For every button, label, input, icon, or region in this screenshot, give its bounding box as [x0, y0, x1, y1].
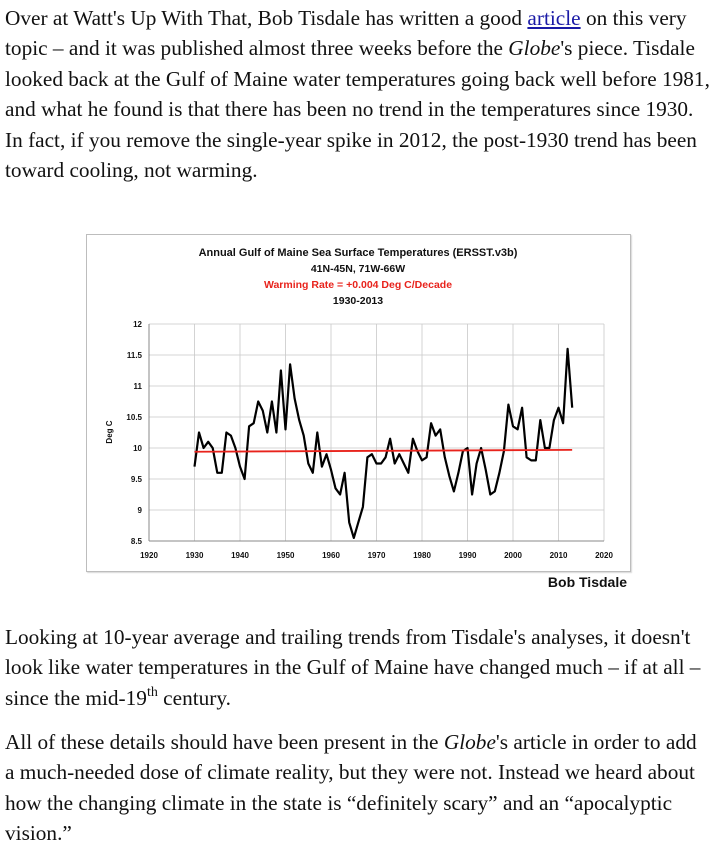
x-tick-label: 1920 [140, 551, 158, 560]
y-tick-label: 11 [134, 382, 143, 391]
conclusion-text-2: 's article in order to add a much-needed… [5, 730, 697, 846]
trend-line [194, 448, 573, 453]
x-tick-label: 1940 [231, 551, 249, 560]
intro-text-2: on this very topic – and it was publishe… [5, 6, 687, 61]
figure-credit: Bob Tisdale [547, 574, 627, 590]
article-link[interactable]: article [527, 6, 581, 30]
chart-title: Annual Gulf of Maine Sea Surface Tempera… [199, 247, 518, 259]
y-tick-label: 10.5 [126, 413, 142, 422]
y-tick-label: 9.5 [131, 475, 143, 484]
x-tick-labels: 1920 1930 1940 1950 1960 1970 1980 1990 2000 2010… [140, 551, 613, 560]
globe-italic: Globe [508, 36, 561, 61]
conclusion-paragraph: All of these details should have been pr… [5, 727, 711, 849]
x-tick-label: 1950 [277, 551, 295, 560]
x-tick-label: 2010 [550, 551, 568, 560]
plot-area [193, 347, 574, 539]
analysis-paragraph: Looking at 10-year average and trailing … [5, 622, 711, 713]
chart-subtitle-region: 41N-45N, 71W-66W [311, 263, 405, 275]
globe-italic-2: Globe [443, 730, 496, 754]
superscript-th: th [146, 684, 158, 700]
chart-grid [148, 323, 605, 542]
x-tick-label: 1930 [186, 551, 204, 560]
x-tick-label: 1980 [413, 551, 431, 560]
conclusion-text-1: All of these details should have been pr… [5, 730, 444, 754]
sst-figure: Annual Gulf of Maine Sea Surface Tempera… [86, 234, 631, 594]
x-tick-label: 1970 [368, 551, 386, 560]
chart-subtitle-period: 1930-2013 [333, 295, 383, 307]
analysis-text-2: century. [157, 685, 231, 710]
intro-text-1: Over at Watt's Up With That, Bob Tisdale… [5, 6, 528, 30]
sst-series-line [193, 347, 574, 539]
analysis-text-1: Looking at 10-year average and trailing … [5, 625, 701, 710]
y-axis-label: Deg C [105, 420, 114, 443]
x-tick-label: 2000 [504, 551, 522, 560]
intro-paragraph: Over at Watt's Up With That, Bob Tisdale… [5, 3, 711, 185]
y-tick-label: 12 [133, 320, 142, 329]
y-tick-label: 11.5 [127, 351, 143, 360]
chart-frame: Annual Gulf of Maine Sea Surface Tempera… [86, 234, 631, 572]
intro-text-3: 's piece. Tisdale looked back at the Gul… [5, 36, 710, 183]
y-tick-labels: 8.5 9 9.5 10 10.5 11 11.5 12 [126, 320, 142, 546]
x-tick-label: 1990 [459, 551, 477, 560]
sst-line-chart: Annual Gulf of Maine Sea Surface Tempera… [105, 247, 613, 560]
y-tick-label: 8.5 [131, 537, 143, 546]
y-tick-label: 10 [133, 444, 142, 453]
x-tick-label: 2020 [595, 551, 613, 560]
chart-subtitle-rate: Warming Rate = +0.004 Deg C/Decade [264, 279, 452, 291]
x-tick-label: 1960 [322, 551, 340, 560]
y-tick-label: 9 [138, 506, 143, 515]
